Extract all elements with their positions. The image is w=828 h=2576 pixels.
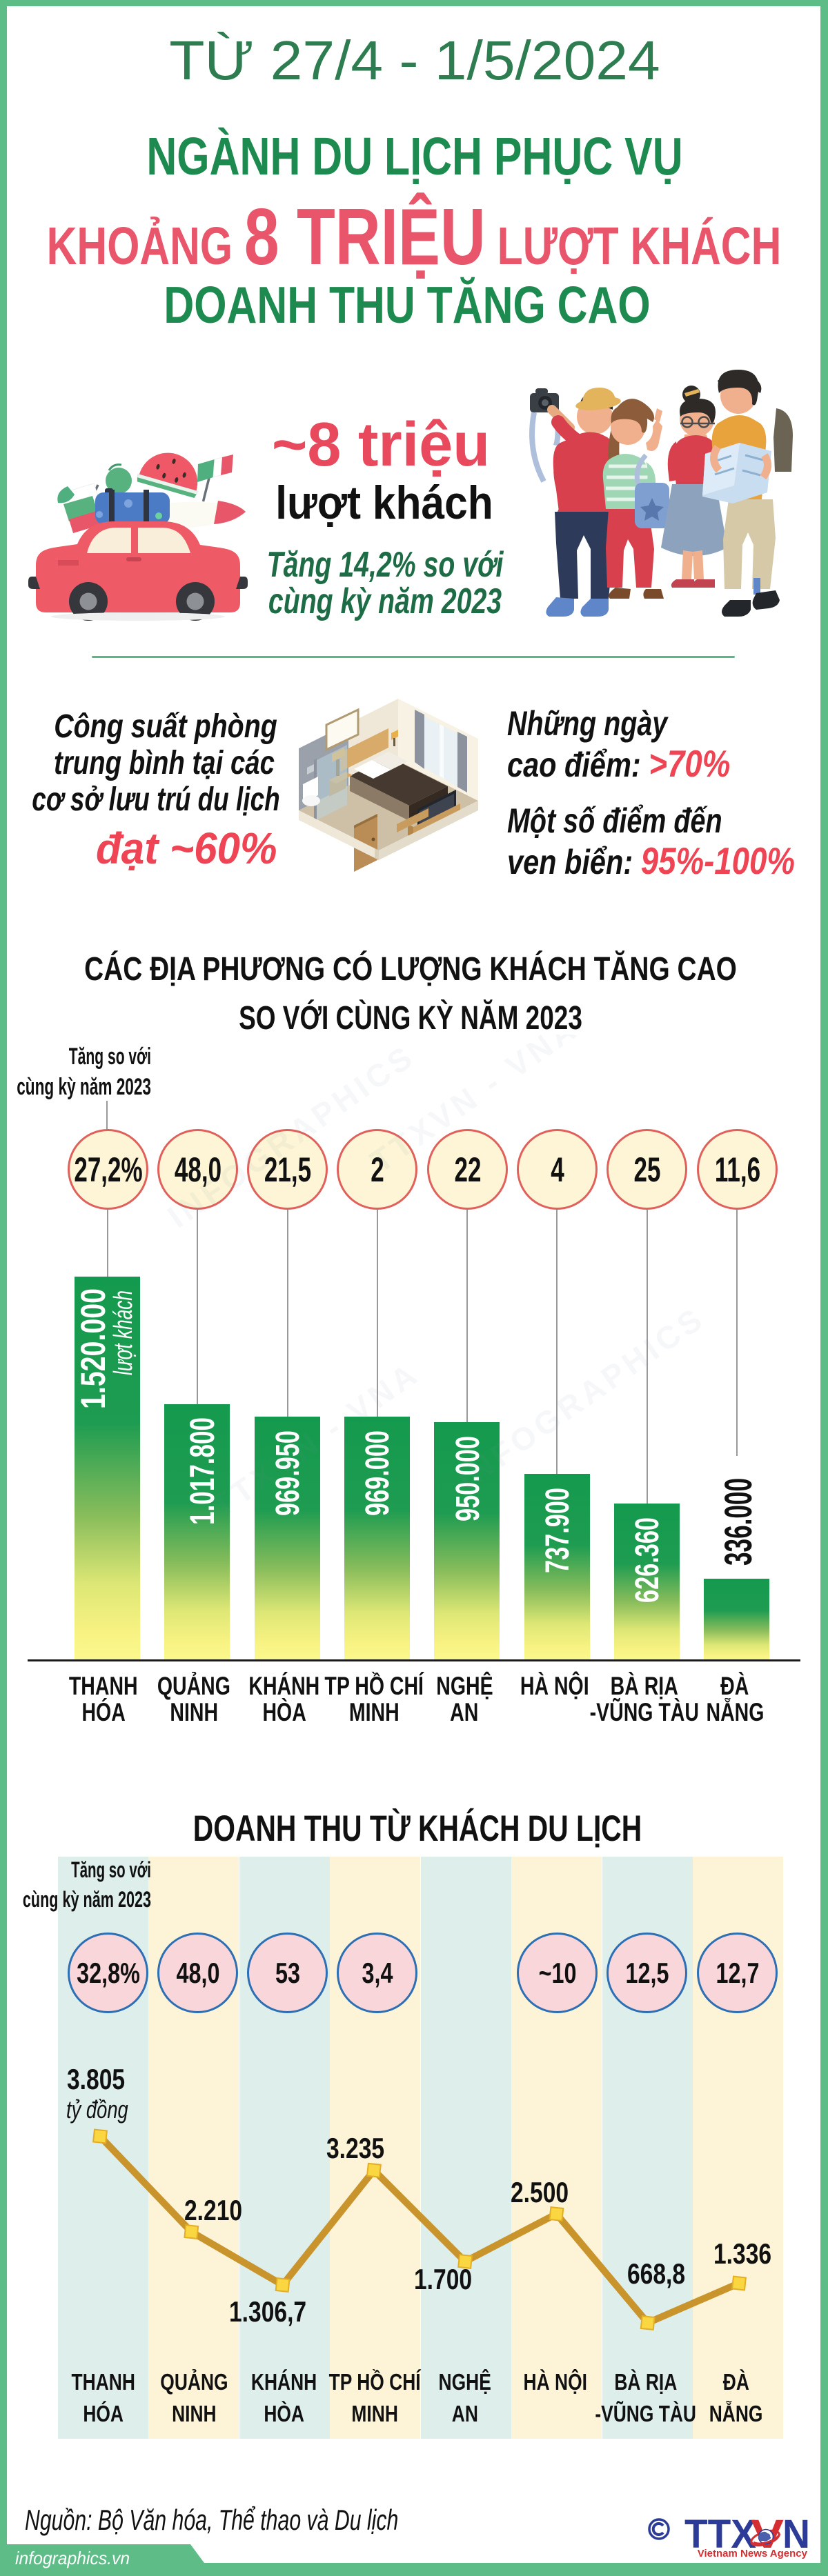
svg-text:lượt khách: lượt khách: [109, 1290, 138, 1375]
svg-text:969.950: 969.950: [270, 1430, 306, 1516]
svg-text:1.017.800: 1.017.800: [183, 1417, 221, 1525]
svg-text:Vietnam News Agency: Vietnam News Agency: [698, 2548, 808, 2559]
svg-text:626.360: 626.360: [629, 1517, 666, 1603]
svg-text:737.900: 737.900: [540, 1488, 576, 1573]
svg-text:336.000: 336.000: [716, 1478, 760, 1566]
svg-text:TTX: TTX: [684, 2512, 756, 2557]
svg-text:950.000: 950.000: [450, 1436, 486, 1521]
svg-text:N: N: [782, 2512, 810, 2557]
svg-text:969.000: 969.000: [359, 1430, 396, 1516]
svg-text:1.520.000: 1.520.000: [74, 1288, 112, 1409]
